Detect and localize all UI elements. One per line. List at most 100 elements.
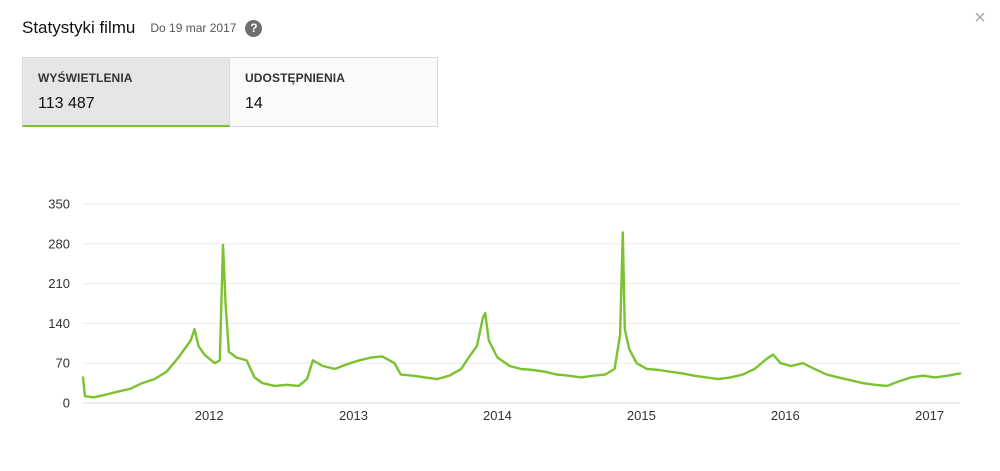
data-point (837, 376, 840, 378)
data-point (532, 369, 534, 371)
x-tick-label: 2012 (195, 408, 224, 423)
data-point (669, 371, 671, 373)
data-point (482, 317, 484, 319)
data-point (346, 363, 348, 365)
data-point (370, 356, 372, 359)
data-point (826, 374, 828, 376)
data-point (225, 305, 227, 307)
close-icon[interactable]: × (974, 7, 986, 29)
data-point (862, 382, 864, 384)
data-point (622, 231, 624, 233)
data-point (166, 371, 168, 373)
data-point (246, 359, 248, 361)
data-point (400, 374, 402, 376)
data-point (312, 359, 314, 361)
data-point (619, 334, 621, 336)
chart-series-layer (81, 231, 962, 399)
data-point (253, 376, 256, 378)
data-point (476, 345, 478, 347)
metric-value: 113 487 (38, 95, 95, 112)
data-point (802, 362, 804, 364)
date-range-label: Do 19 mar 2017 (150, 21, 237, 35)
data-point (729, 376, 732, 378)
data-point (153, 378, 155, 380)
data-point (766, 358, 768, 360)
data-point (922, 375, 924, 377)
data-point (592, 375, 594, 377)
data-point (448, 375, 450, 377)
data-point (322, 365, 324, 367)
data-point (298, 385, 300, 387)
data-point (646, 368, 648, 370)
data-point (509, 365, 511, 367)
data-point (214, 362, 216, 364)
data-point (197, 345, 200, 347)
header: Statystyki filmu Do 19 mar 2017 ? (22, 16, 263, 40)
question-mark-icon[interactable]: ? (245, 19, 263, 37)
data-point (261, 382, 263, 384)
data-point (934, 376, 936, 378)
x-tick-label: 2015 (627, 408, 656, 423)
data-point (358, 359, 360, 361)
data-point (910, 376, 912, 378)
x-tick-label: 2017 (915, 408, 944, 423)
data-point (484, 312, 486, 314)
data-point (381, 355, 383, 357)
data-point (813, 368, 816, 370)
metric-label: UDOSTĘPNIENIA (245, 71, 345, 85)
x-axis-ticks: 2012 2013 2014 2015 2016 2017 (195, 408, 944, 423)
data-point (742, 374, 744, 376)
metric-tab-views[interactable]: WYŚWIETLENIA 113 487 (22, 57, 230, 127)
x-tick-label: 2013 (339, 408, 368, 423)
data-point (580, 376, 582, 378)
data-point (412, 375, 414, 377)
data-point (393, 362, 396, 364)
data-point (628, 348, 630, 350)
page-title: Statystyki filmu (22, 18, 136, 37)
x-tick-label: 2014 (483, 408, 512, 423)
data-point (681, 372, 684, 374)
data-point (658, 369, 660, 371)
metric-tab-shares[interactable]: UDOSTĘPNIENIA 14 (230, 57, 438, 127)
data-point (898, 380, 900, 382)
data-point (285, 384, 288, 386)
y-tick-label: 280 (48, 236, 70, 251)
data-point (604, 374, 606, 376)
data-point (194, 328, 196, 330)
data-point (520, 368, 522, 370)
data-point (177, 356, 179, 359)
data-point (82, 376, 84, 378)
data-point (874, 384, 876, 386)
data-point (790, 365, 792, 367)
data-point (105, 393, 107, 396)
chart-gridlines (83, 203, 960, 404)
data-point (754, 368, 756, 370)
y-tick-label: 70 (56, 356, 70, 371)
data-point (496, 356, 498, 359)
y-tick-label: 350 (48, 197, 70, 212)
y-tick-label: 210 (48, 276, 70, 291)
metric-tabs: WYŚWIETLENIA 113 487 UDOSTĘPNIENIA 14 (22, 57, 438, 127)
data-point (772, 354, 774, 356)
data-point (117, 391, 119, 393)
data-point (717, 378, 719, 380)
data-point (780, 362, 782, 364)
data-point (556, 374, 558, 376)
data-point (946, 375, 949, 377)
y-tick-label: 140 (48, 316, 70, 331)
data-point (93, 396, 95, 398)
y-axis-ticks: 0 70 140 210 280 350 (48, 197, 70, 411)
data-point (959, 372, 961, 374)
data-point (274, 385, 276, 387)
data-point (693, 375, 695, 377)
data-point (614, 368, 616, 370)
data-point (203, 354, 206, 356)
data-point (886, 385, 888, 387)
data-point (424, 376, 426, 378)
data-point (488, 339, 490, 342)
data-point (468, 356, 470, 359)
data-point (306, 378, 308, 380)
data-point (84, 395, 86, 397)
data-point (460, 368, 462, 370)
